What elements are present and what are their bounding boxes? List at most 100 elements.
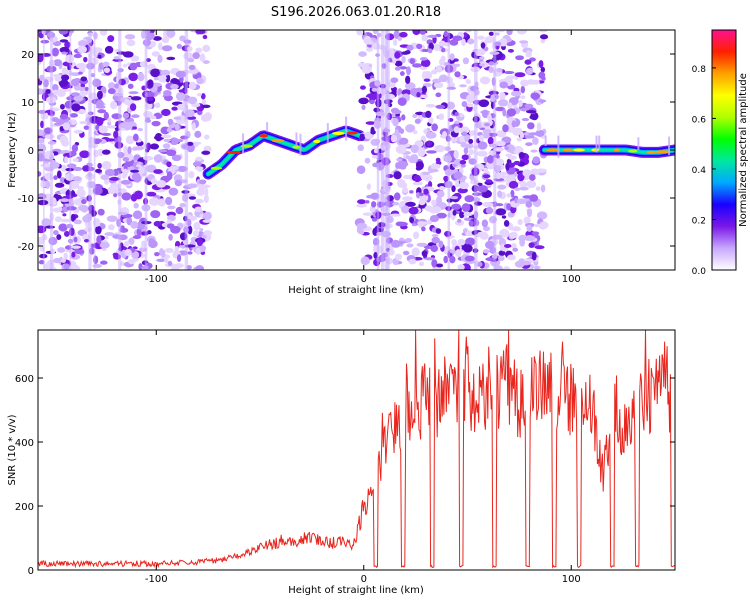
noise-blob xyxy=(76,188,86,198)
noise-blob xyxy=(516,198,527,205)
noise-blob xyxy=(100,260,108,265)
noise-blob xyxy=(388,248,395,256)
noise-blob xyxy=(72,158,79,163)
noise-streak xyxy=(144,30,148,270)
noise-blob xyxy=(132,133,139,142)
noise-blob xyxy=(499,91,506,101)
noise-blob xyxy=(62,122,71,131)
signal-peak xyxy=(313,139,321,144)
noise-blob xyxy=(127,166,135,171)
signal-peak xyxy=(591,148,600,152)
noise-blob xyxy=(497,190,503,198)
noise-blob xyxy=(394,66,401,71)
noise-blob xyxy=(504,146,510,150)
noise-blob xyxy=(134,190,143,200)
noise-blob xyxy=(502,124,509,133)
noise-blob xyxy=(40,163,52,168)
noise-blob xyxy=(461,203,471,212)
signal-tail xyxy=(637,137,640,151)
noise-blob xyxy=(173,174,183,182)
noise-blob xyxy=(396,158,403,162)
noise-blob xyxy=(166,30,176,38)
noise-blob xyxy=(468,138,474,144)
noise-blob xyxy=(399,182,408,189)
noise-blob xyxy=(405,201,416,207)
signal-peak xyxy=(332,131,345,135)
noise-blob xyxy=(63,263,70,270)
noise-blob xyxy=(132,235,142,240)
noise-blob xyxy=(464,237,476,246)
noise-blob xyxy=(425,110,432,119)
noise-blob xyxy=(498,250,506,256)
y-tick-label: 0 xyxy=(28,146,34,157)
noise-blob xyxy=(160,134,172,139)
noise-blob xyxy=(358,97,369,105)
noise-blob xyxy=(107,121,112,126)
noise-blob xyxy=(423,78,431,82)
noise-blob xyxy=(419,192,424,197)
noise-blob xyxy=(528,242,535,248)
noise-blob xyxy=(412,181,423,186)
noise-blob xyxy=(186,46,193,52)
noise-blob xyxy=(438,113,445,121)
noise-blob xyxy=(56,170,62,179)
noise-blob xyxy=(406,66,411,76)
noise-blob xyxy=(412,63,423,68)
noise-blob xyxy=(477,182,483,186)
signal-tail xyxy=(598,135,601,150)
noise-blob xyxy=(52,257,63,264)
noise-blob xyxy=(109,177,120,181)
noise-blob xyxy=(507,102,513,109)
noise-blob xyxy=(402,250,410,256)
noise-blob xyxy=(419,57,428,61)
noise-blob xyxy=(59,46,70,53)
signal-tail xyxy=(544,135,547,146)
signal-tail xyxy=(595,135,598,153)
noise-blob xyxy=(424,257,435,261)
noise-blob xyxy=(83,56,88,63)
noise-blob xyxy=(478,99,490,108)
noise-blob xyxy=(538,71,546,79)
noise-blob xyxy=(155,180,167,188)
signal-peak xyxy=(292,145,301,149)
noise-blob xyxy=(362,212,374,216)
noise-blob xyxy=(453,126,460,134)
noise-blob xyxy=(127,146,132,155)
noise-blob xyxy=(487,114,492,121)
heatmap-layer xyxy=(38,30,675,270)
noise-blob xyxy=(463,212,473,217)
noise-blob xyxy=(163,138,172,143)
noise-blob xyxy=(486,160,496,170)
noise-blob xyxy=(73,53,82,59)
noise-blob xyxy=(505,162,510,171)
noise-blob xyxy=(433,43,440,52)
figure-title: S196.2026.063.01.20.R18 xyxy=(271,5,441,20)
noise-blob xyxy=(539,34,549,40)
noise-blob xyxy=(60,164,67,172)
noise-blob xyxy=(106,125,117,129)
noise-blob xyxy=(518,234,527,242)
noise-blob xyxy=(499,228,510,238)
noise-blob xyxy=(78,86,85,92)
noise-blob xyxy=(97,54,102,59)
noise-blob xyxy=(532,156,541,164)
colorbar-tick-label: 0.6 xyxy=(692,115,707,125)
colorbar-frame xyxy=(711,29,737,271)
noise-streak xyxy=(387,30,390,270)
noise-blob xyxy=(175,206,184,215)
noise-blob xyxy=(540,184,546,193)
noise-blob xyxy=(409,58,416,65)
signal-peak xyxy=(562,148,574,152)
noise-blob xyxy=(64,41,71,49)
noise-blob xyxy=(97,162,102,169)
noise-blob xyxy=(443,255,449,264)
noise-blob xyxy=(450,195,459,200)
noise-blob xyxy=(510,189,515,198)
noise-blob xyxy=(195,156,203,162)
noise-blob xyxy=(131,114,140,119)
signal-tail xyxy=(266,122,269,132)
noise-blob xyxy=(163,90,172,97)
y-tick-label: -10 xyxy=(18,194,34,205)
colorbar-tick-label: 0.4 xyxy=(692,166,707,176)
noise-blob xyxy=(431,234,439,238)
